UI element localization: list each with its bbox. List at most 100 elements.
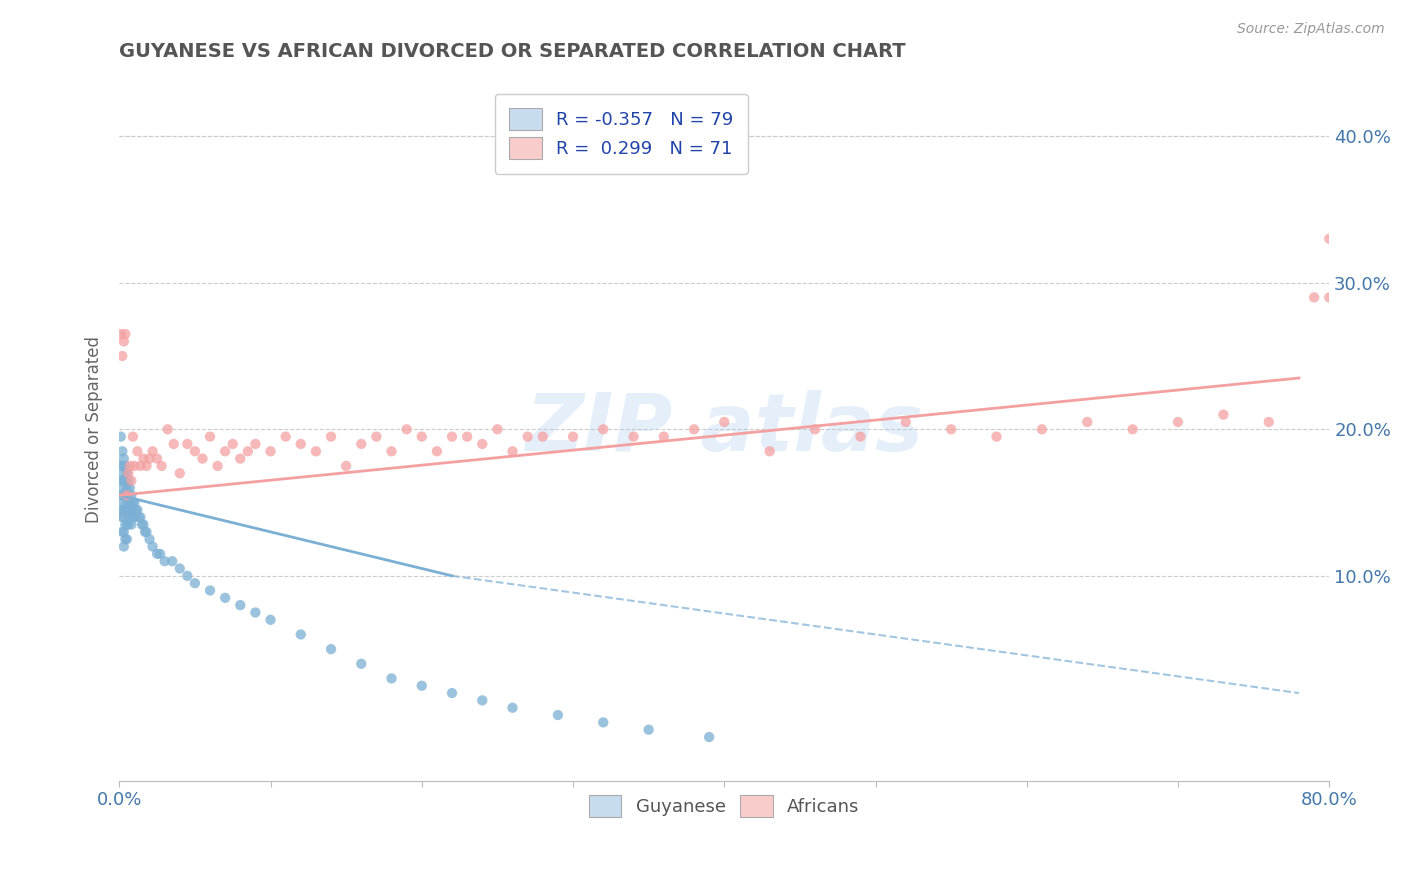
- Point: [124, 510, 146, 524]
- Point: [129, 510, 152, 524]
- Point: [939, 422, 962, 436]
- Point: [1076, 415, 1098, 429]
- Point: [125, 503, 148, 517]
- Point: [456, 429, 478, 443]
- Point: [652, 429, 675, 443]
- Point: [114, 532, 136, 546]
- Point: [111, 503, 134, 517]
- Point: [319, 642, 342, 657]
- Point: [440, 686, 463, 700]
- Point: [160, 554, 183, 568]
- Point: [547, 708, 569, 723]
- Point: [115, 517, 138, 532]
- Point: [110, 458, 132, 473]
- Point: [502, 700, 524, 714]
- Point: [1317, 232, 1340, 246]
- Point: [502, 444, 524, 458]
- Point: [236, 444, 259, 458]
- Text: ZIP atlas: ZIP atlas: [526, 391, 924, 468]
- Point: [117, 517, 139, 532]
- Point: [894, 415, 917, 429]
- Point: [198, 429, 221, 443]
- Point: [153, 554, 176, 568]
- Point: [110, 474, 132, 488]
- Point: [112, 524, 135, 539]
- Y-axis label: Divorced or Separated: Divorced or Separated: [86, 335, 103, 523]
- Point: [114, 458, 136, 473]
- Point: [1212, 408, 1234, 422]
- Point: [122, 429, 145, 443]
- Point: [146, 547, 169, 561]
- Point: [134, 524, 156, 539]
- Point: [169, 467, 191, 481]
- Point: [350, 657, 373, 671]
- Point: [112, 481, 135, 495]
- Point: [245, 437, 267, 451]
- Point: [118, 495, 141, 509]
- Point: [305, 444, 328, 458]
- Point: [150, 458, 173, 473]
- Point: [156, 422, 179, 436]
- Point: [114, 326, 136, 341]
- Point: [114, 488, 136, 502]
- Point: [713, 415, 735, 429]
- Point: [138, 532, 160, 546]
- Point: [440, 429, 463, 443]
- Point: [111, 474, 134, 488]
- Point: [124, 458, 146, 473]
- Point: [198, 583, 221, 598]
- Point: [110, 429, 132, 443]
- Point: [229, 598, 252, 612]
- Point: [117, 474, 139, 488]
- Point: [115, 532, 138, 546]
- Point: [110, 503, 132, 517]
- Point: [112, 467, 135, 481]
- Point: [426, 444, 449, 458]
- Point: [111, 510, 134, 524]
- Point: [259, 444, 281, 458]
- Point: [131, 517, 153, 532]
- Point: [138, 451, 160, 466]
- Point: [120, 474, 142, 488]
- Point: [1122, 422, 1144, 436]
- Point: [176, 437, 198, 451]
- Point: [115, 495, 138, 509]
- Point: [395, 422, 418, 436]
- Point: [163, 437, 186, 451]
- Point: [115, 503, 138, 517]
- Point: [117, 467, 139, 481]
- Point: [1031, 422, 1053, 436]
- Point: [274, 429, 297, 443]
- Point: [986, 429, 1008, 443]
- Point: [411, 679, 433, 693]
- Point: [120, 488, 142, 502]
- Point: [1167, 415, 1189, 429]
- Point: [112, 495, 135, 509]
- Point: [1257, 415, 1279, 429]
- Point: [350, 437, 373, 451]
- Point: [111, 349, 134, 363]
- Point: [592, 715, 614, 730]
- Point: [229, 451, 252, 466]
- Point: [122, 495, 145, 509]
- Point: [114, 474, 136, 488]
- Point: [411, 429, 433, 443]
- Point: [112, 540, 135, 554]
- Point: [146, 451, 169, 466]
- Point: [111, 458, 134, 473]
- Point: [637, 723, 659, 737]
- Point: [110, 488, 132, 502]
- Point: [259, 613, 281, 627]
- Point: [222, 437, 245, 451]
- Text: GUYANESE VS AFRICAN DIVORCED OR SEPARATED CORRELATION CHART: GUYANESE VS AFRICAN DIVORCED OR SEPARATE…: [120, 42, 905, 61]
- Point: [214, 591, 236, 605]
- Point: [149, 547, 172, 561]
- Point: [380, 444, 402, 458]
- Point: [290, 437, 312, 451]
- Point: [245, 606, 267, 620]
- Point: [471, 693, 494, 707]
- Point: [531, 429, 554, 443]
- Point: [207, 458, 229, 473]
- Point: [115, 488, 138, 502]
- Point: [380, 672, 402, 686]
